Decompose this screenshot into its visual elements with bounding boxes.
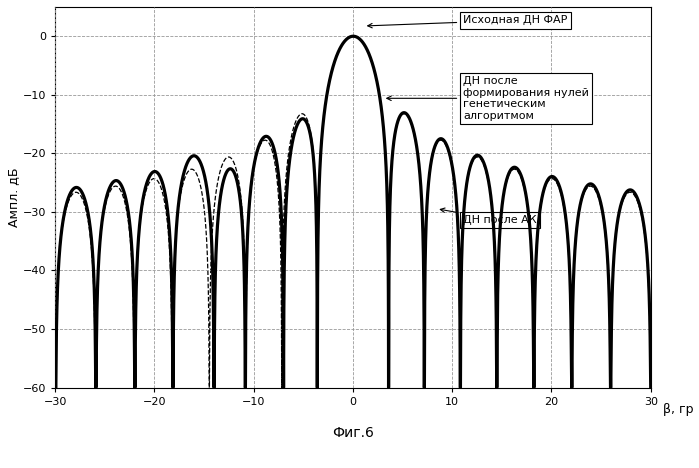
- Text: Фиг.6: Фиг.6: [332, 426, 374, 440]
- Y-axis label: Ампл. дБ: Ампл. дБ: [7, 168, 20, 227]
- Text: β, гр: β, гр: [663, 403, 693, 416]
- Text: ДН после АК: ДН после АК: [440, 208, 537, 225]
- Text: ДН после
формирования нулей
генетическим
алгоритмом: ДН после формирования нулей генетическим…: [387, 76, 589, 121]
- Text: Исходная ДН ФАР: Исходная ДН ФАР: [368, 15, 568, 28]
